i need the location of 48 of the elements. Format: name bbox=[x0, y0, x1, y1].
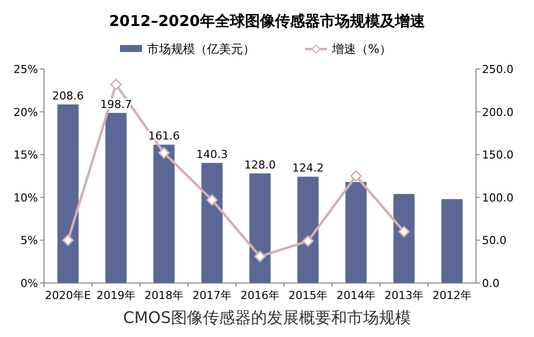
y-tick-label: 15% bbox=[14, 148, 38, 162]
y-tick-label: 25% bbox=[14, 63, 38, 76]
y-tick-label: 5% bbox=[20, 234, 38, 248]
point bbox=[254, 250, 266, 262]
y2-tick-label: 200.0 bbox=[482, 106, 514, 119]
legend-label: 市场规模（亿美元） bbox=[147, 42, 255, 56]
y2-tick-label: 150.0 bbox=[482, 148, 514, 162]
text: CMOS图像传感器的发展概要和市场规模 bbox=[123, 308, 411, 327]
bar bbox=[297, 176, 319, 283]
data-label: 198.7 bbox=[100, 98, 132, 111]
bar bbox=[345, 182, 367, 283]
y-tick-label: 0% bbox=[20, 277, 38, 290]
bar bbox=[105, 112, 127, 283]
x-tick-label: 2017年 bbox=[192, 289, 232, 302]
bar bbox=[441, 199, 463, 283]
data-label: 161.6 bbox=[148, 130, 180, 143]
bar bbox=[249, 173, 271, 283]
point bbox=[302, 235, 314, 247]
point bbox=[350, 170, 362, 182]
data-label: 128.0 bbox=[244, 158, 276, 172]
point bbox=[158, 147, 170, 159]
x-tick-label: 2019年 bbox=[96, 289, 136, 302]
point bbox=[110, 78, 122, 90]
y2-tick-label: 0.0 bbox=[482, 277, 500, 290]
point bbox=[398, 226, 410, 238]
bar bbox=[153, 144, 175, 283]
x-tick-label: 2016年 bbox=[240, 289, 280, 302]
bar bbox=[57, 104, 79, 283]
bar bbox=[201, 162, 223, 283]
bar bbox=[393, 194, 415, 283]
point bbox=[206, 194, 218, 206]
data-label: 208.6 bbox=[52, 89, 84, 102]
x-tick-label: 2018年 bbox=[144, 289, 184, 302]
y2-tick-label: 250.0 bbox=[482, 63, 514, 76]
x-tick-label: 2015年 bbox=[288, 289, 328, 302]
point bbox=[62, 234, 74, 246]
x-tick-label: 2013年 bbox=[384, 289, 424, 302]
y-tick-label: 20% bbox=[14, 106, 38, 119]
data-label: 124.2 bbox=[292, 162, 324, 175]
x-tick-label: 2014年 bbox=[336, 289, 376, 302]
data-label: 140.3 bbox=[196, 148, 228, 161]
y2-tick-label: 100.0 bbox=[482, 191, 514, 204]
chart-title: 2012–2020年全球图像传感器市场规模及增速 bbox=[109, 12, 426, 30]
y-tick-label: 10% bbox=[14, 191, 38, 204]
x-tick-label: 2020年E bbox=[45, 289, 92, 302]
x-tick-label: 2012年 bbox=[432, 289, 472, 302]
legend-label: 增速（%） bbox=[331, 42, 392, 56]
y2-tick-label: 50.0 bbox=[482, 234, 506, 248]
